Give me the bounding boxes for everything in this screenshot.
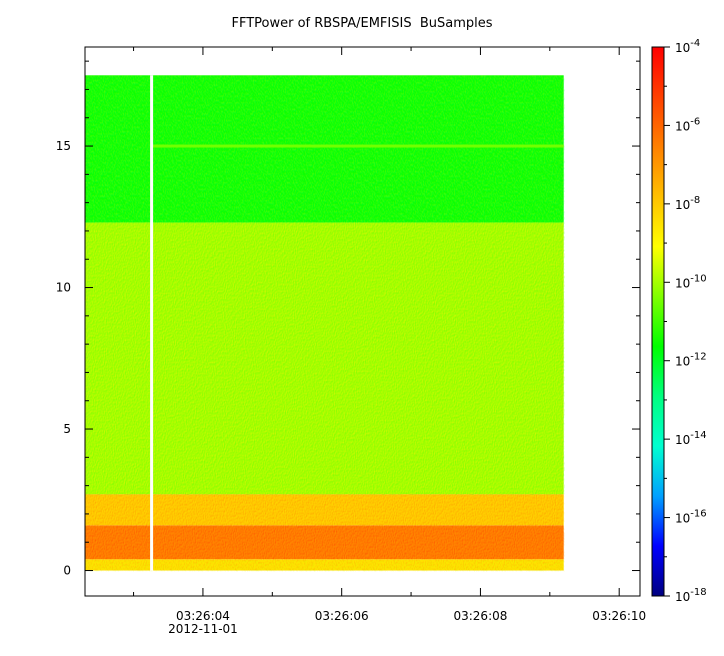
spectrogram-band-texture [86,560,565,572]
spectrogram-band-texture [86,223,565,496]
colorbar-tick-label: 10-16 [675,509,707,526]
y-axis: 0 5 10 15 [56,60,640,578]
spectral-line-feature [151,144,564,148]
spectrogram-band-texture [86,76,565,224]
colorbar-tick-label: 10-18 [675,587,707,604]
spectrogram-band-texture [86,526,565,561]
colorbar-tick-label: 10-4 [675,38,700,55]
plot-frame [84,46,641,597]
data-gap [150,75,154,571]
x-tick-label: 03:26:10 [592,609,646,623]
colorbar-tick-label: 10-6 [675,116,700,133]
x-date-label: 2012-11-01 [168,622,238,636]
x-axis: 03:26:04 03:26:06 03:26:08 03:26:10 2012-11-… [133,47,646,636]
plot-area [84,46,641,597]
y-tick-label: 10 [56,281,71,295]
chart-title: FFTPower of RBSPA/EMFISIS BuSamples [231,16,493,31]
spectrogram-band-texture [86,495,565,527]
colorbar-tick-label: 10-12 [675,352,707,369]
colorbar-tick-label: 10-14 [675,430,707,447]
x-tick-label: 03:26:06 [315,609,369,623]
colorbar: 10-4 10-6 10-8 10-10 10-12 10-14 10-16 10-18 [651,38,707,604]
colorbar-tick-label: 10-8 [675,195,700,212]
colorbar-tick-label: 10-10 [675,273,707,290]
y-tick-label: 0 [63,564,71,578]
colorbar-gradient [652,47,664,596]
y-tick-label: 5 [63,422,71,436]
y-tick-label: 15 [56,139,71,153]
x-tick-label: 03:26:08 [453,609,507,623]
spectrogram [85,75,565,572]
x-tick-label: 03:26:04 [176,609,230,623]
